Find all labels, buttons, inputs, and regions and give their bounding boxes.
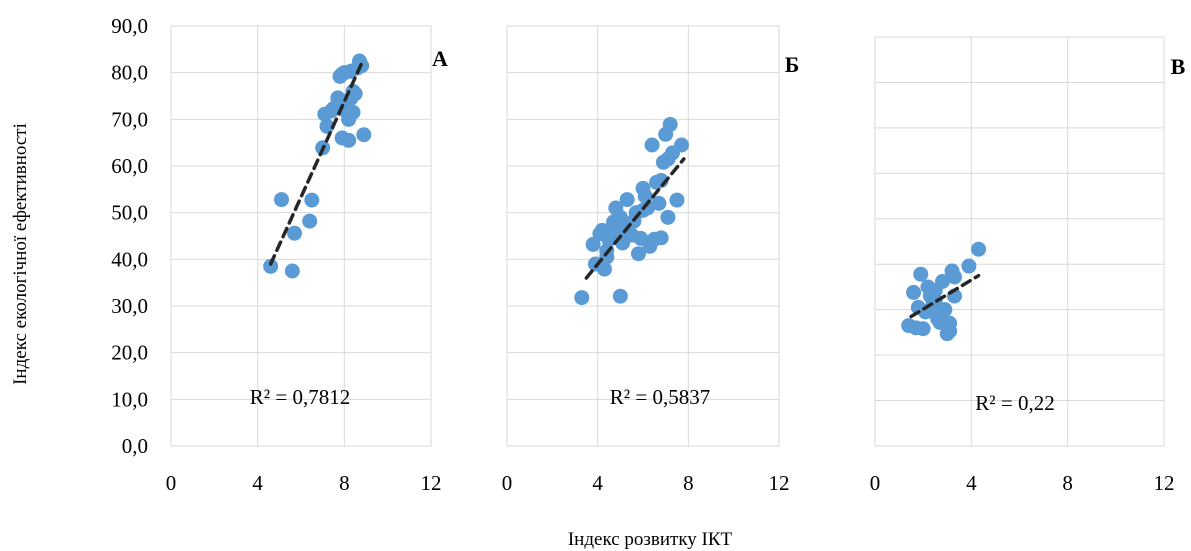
- data-point: [263, 258, 279, 274]
- panel-label-a: А: [432, 46, 448, 71]
- data-point: [274, 192, 289, 208]
- r-squared-label: R² = 0,5837: [610, 385, 710, 409]
- panel-a: 0 4 8 12 А R² = 0,7812: [166, 25, 448, 495]
- y-tick-label: 30,0: [111, 294, 148, 318]
- data-point: [356, 127, 372, 143]
- data-point: [345, 83, 361, 99]
- data-point: [946, 269, 962, 285]
- data-point: [913, 266, 929, 282]
- data-point: [644, 137, 660, 153]
- panel-label-b: Б: [785, 52, 800, 77]
- panel-c: 0 4 8 12 В R² = 0,22: [870, 36, 1186, 495]
- data-point: [319, 118, 335, 134]
- y-tick-label: 60,0: [111, 154, 148, 178]
- y-tick-label: 80,0: [111, 61, 148, 85]
- trendline: [909, 273, 981, 319]
- x-tick-label: 12: [769, 471, 790, 495]
- data-point: [937, 302, 953, 318]
- data-point: [651, 195, 667, 211]
- y-axis-title: Індекс екологічної ефективності: [10, 123, 31, 385]
- trendline: [584, 157, 686, 280]
- trendline: [268, 61, 364, 266]
- panel-label-c: В: [1171, 54, 1186, 79]
- data-point: [341, 132, 357, 148]
- data-point: [612, 288, 628, 304]
- data-point: [942, 323, 958, 339]
- data-point: [619, 192, 635, 208]
- y-tick-label: 10,0: [111, 387, 148, 411]
- x-tick-label: 4: [252, 471, 263, 495]
- data-point: [304, 192, 320, 208]
- data-point: [302, 213, 318, 229]
- data-point: [574, 290, 590, 306]
- data-point: [906, 284, 922, 300]
- r-squared-label: R² = 0,7812: [250, 385, 350, 409]
- x-tick-label: 0: [166, 471, 177, 495]
- y-tick-label: 50,0: [111, 201, 148, 225]
- x-tick-label: 12: [421, 471, 442, 495]
- data-point: [596, 261, 612, 277]
- y-tick-label: 70,0: [111, 107, 148, 131]
- data-point: [915, 321, 931, 337]
- x-tick-label: 4: [592, 471, 603, 495]
- x-axis-title: Індекс розвитку ІКТ: [568, 529, 733, 550]
- data-point: [662, 116, 678, 132]
- r-squared-label: R² = 0,22: [975, 391, 1054, 415]
- y-tick-label: 90,0: [111, 14, 148, 38]
- y-tick-label: 20,0: [111, 341, 148, 365]
- data-point: [660, 209, 676, 225]
- data-point: [669, 192, 685, 208]
- x-tick-label: 8: [683, 471, 694, 495]
- x-tick-label: 0: [502, 471, 513, 495]
- x-tick-label: 8: [1062, 471, 1073, 495]
- y-tick-label: 40,0: [111, 247, 148, 271]
- y-tick-label: 0,0: [122, 434, 148, 458]
- data-point: [287, 225, 302, 241]
- data-point: [585, 236, 601, 252]
- data-point: [971, 241, 987, 257]
- data-point: [599, 249, 615, 265]
- data-point: [961, 258, 977, 274]
- x-tick-label: 0: [870, 471, 881, 495]
- data-point: [653, 230, 669, 246]
- data-point: [284, 263, 300, 279]
- panel-b: 0 4 8 12 Б R² = 0,5837: [502, 25, 800, 495]
- y-axis-tick-labels: 0,0 10,0 20,0 30,0 40,0 50,0 60,0 70,0 80,0 90,0: [111, 14, 148, 458]
- data-point: [934, 273, 950, 289]
- x-tick-label: 12: [1154, 471, 1175, 495]
- data-point: [674, 137, 690, 153]
- x-tick-label: 8: [339, 471, 350, 495]
- x-tick-label: 4: [966, 471, 977, 495]
- data-point: [630, 246, 646, 262]
